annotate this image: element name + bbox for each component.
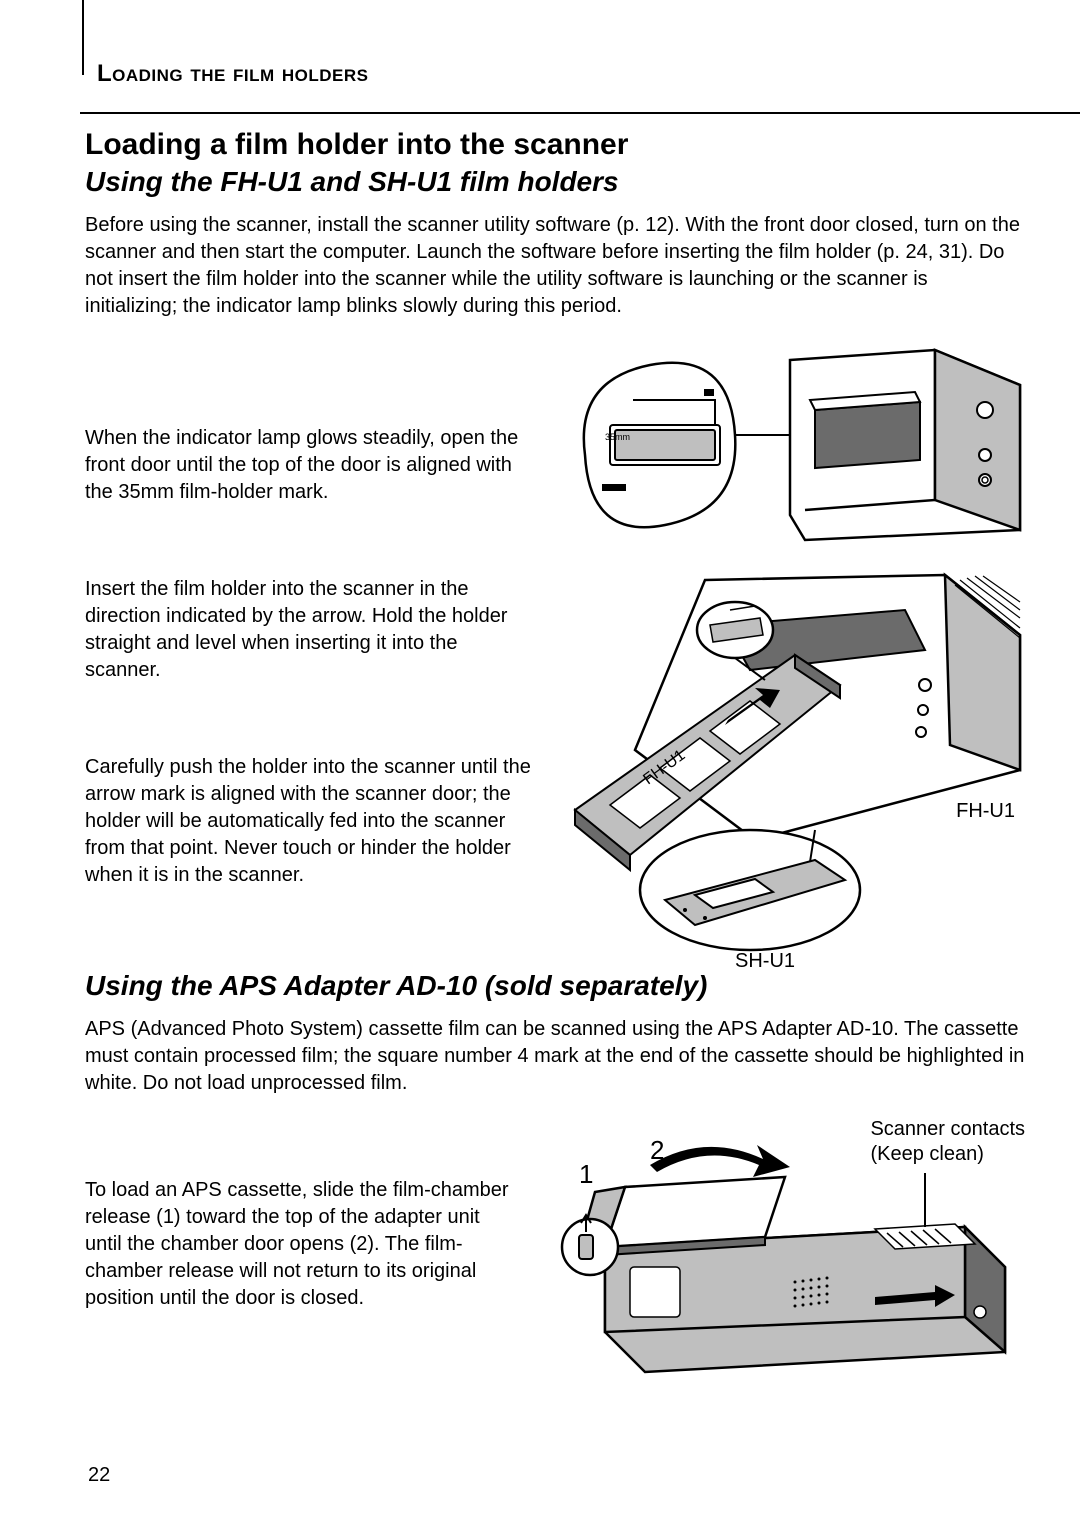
header-left-rule bbox=[82, 0, 84, 75]
steps-text-column: When the indicator lamp glows steadily, … bbox=[85, 340, 535, 909]
horizontal-rule bbox=[80, 112, 1080, 114]
subtitle-2: Using the APS Adapter AD-10 (sold separa… bbox=[85, 970, 1025, 1002]
aps-contacts-line1: Scanner contacts bbox=[870, 1118, 1025, 1140]
subtitle-1: Using the FH-U1 and SH-U1 film holders bbox=[85, 166, 1025, 198]
step-2-text: Insert the film holder into the scanner … bbox=[85, 576, 535, 684]
section-header-text: Loading the film holders bbox=[97, 60, 368, 87]
aps-step-text: To load an APS cassette, slide the film-… bbox=[85, 1177, 515, 1312]
section-header: Loading the film holders bbox=[85, 60, 1025, 88]
steps-row: When the indicator lamp glows steadily, … bbox=[85, 340, 1025, 960]
step-1-text: When the indicator lamp glows steadily, … bbox=[85, 425, 535, 506]
aps-contacts-line2: (Keep clean) bbox=[870, 1143, 983, 1165]
sh-u1-label: SH-U1 bbox=[735, 950, 795, 973]
page-title: Loading a film holder into the scanner bbox=[85, 128, 1025, 162]
aps-text-column: To load an APS cassette, slide the film-… bbox=[85, 1117, 515, 1332]
figure-scanner-door-icon: 35mm bbox=[555, 340, 1025, 570]
intro-paragraph: Before using the scanner, install the sc… bbox=[85, 212, 1025, 320]
figure-insert-holder-icon: FH-U1 bbox=[555, 570, 1025, 960]
step-3-text: Carefully push the holder into the scann… bbox=[85, 754, 535, 889]
steps-figure-column: 35mm bbox=[555, 340, 1025, 960]
aps-num-1: 1 bbox=[579, 1159, 593, 1190]
page-number: 22 bbox=[88, 1464, 110, 1487]
aps-row: To load an APS cassette, slide the film-… bbox=[85, 1117, 1025, 1377]
aps-figure-column: 1 2 Scanner contacts (Keep clean) bbox=[535, 1117, 1025, 1377]
aps-contacts-label: Scanner contacts (Keep clean) bbox=[870, 1117, 1025, 1167]
fh-u1-label: FH-U1 bbox=[956, 800, 1015, 823]
aps-intro-paragraph: APS (Advanced Photo System) cassette fil… bbox=[85, 1016, 1025, 1097]
svg-text:35mm: 35mm bbox=[605, 432, 630, 442]
aps-num-2: 2 bbox=[650, 1135, 664, 1166]
